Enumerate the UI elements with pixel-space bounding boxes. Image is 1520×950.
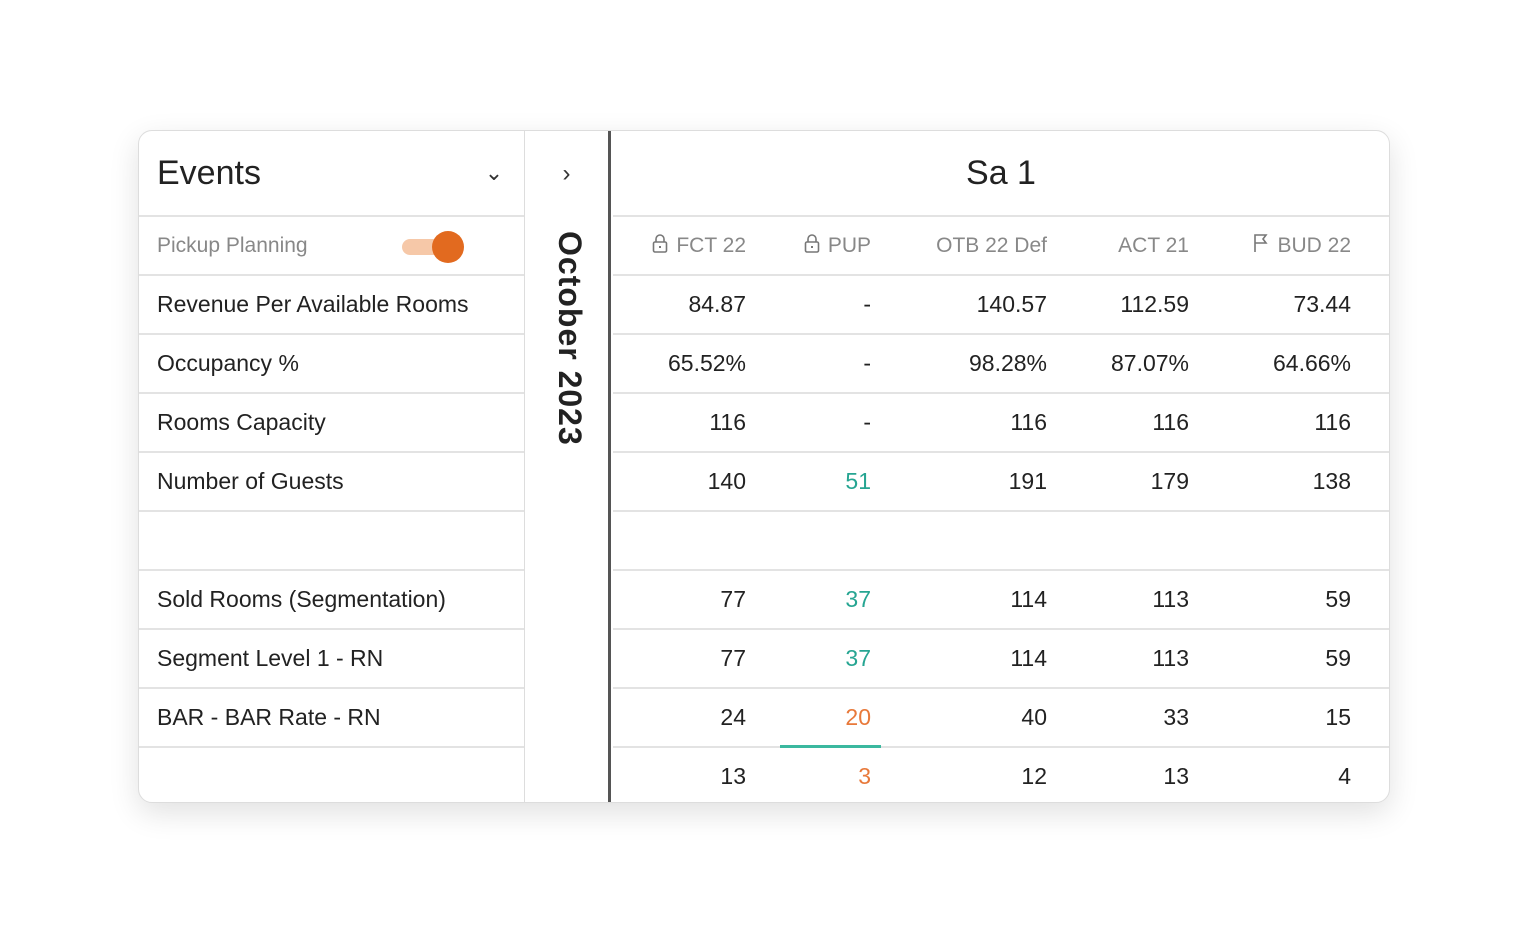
table-cell: 113	[1152, 586, 1189, 612]
table-cell: 64.66%	[1272, 350, 1351, 376]
table-cell	[761, 512, 886, 569]
flag-icon	[1253, 233, 1269, 258]
table-cell: 98.28%	[968, 350, 1047, 376]
table-cell: 191	[1008, 468, 1047, 494]
row-labels-panel: Events ⌄ Pickup Planning Revenue Per Ava…	[139, 131, 525, 802]
table-cell: 140.57	[976, 291, 1047, 317]
table-cell: 3	[761, 748, 886, 802]
column-header-label: ACT 21	[1118, 233, 1189, 257]
table-cell: 65.52%	[667, 350, 746, 376]
table-cell: 116	[1010, 409, 1047, 435]
table-cell: -	[863, 291, 871, 317]
table-cell: 138	[1312, 468, 1351, 494]
row-label: Occupancy %	[139, 335, 524, 394]
table-cell: -	[863, 350, 871, 376]
table-cell: 112.59	[1120, 291, 1189, 317]
table-cell	[613, 512, 761, 569]
events-title: Events	[157, 153, 261, 192]
column-header-label: OTB 22 Def	[936, 233, 1047, 257]
table-cell	[1062, 512, 1204, 569]
table-cell: 179	[1150, 468, 1189, 494]
table-cell: 15	[1325, 704, 1351, 730]
day-panel: Sa 1 FCT 22 PUP OTB 22 Def ACT 21 BUD 22 84.…	[613, 131, 1389, 802]
table-row: 140 51 191 179 138	[613, 453, 1389, 512]
lock-icon	[652, 233, 668, 258]
table-row: 116 - 116 116 116	[613, 394, 1389, 453]
table-cell: 13	[1163, 763, 1189, 789]
day-header: Sa 1	[613, 131, 1389, 217]
table-row: 13 3 12 13 4	[613, 748, 1389, 802]
month-column: › October 2023	[525, 131, 611, 802]
table-cell: 59	[1325, 586, 1351, 612]
table-cell: 114	[1010, 586, 1047, 612]
table-cell	[1204, 512, 1366, 569]
column-header-label: FCT 22	[676, 233, 746, 257]
table-cell: 59	[1325, 645, 1351, 671]
row-label: Number of Guests	[139, 453, 524, 512]
row-label: Revenue Per Available Rooms	[139, 276, 524, 335]
table-cell: 116	[1152, 409, 1189, 435]
table-cell: 140	[707, 468, 746, 494]
table-row: 84.87 - 140.57 112.59 73.44	[613, 276, 1389, 335]
chevron-down-icon[interactable]: ⌄	[484, 160, 504, 185]
table-cell: 33	[1163, 704, 1189, 730]
pickup-table-card: Events ⌄ Pickup Planning Revenue Per Ava…	[138, 130, 1390, 803]
table-row	[613, 512, 1389, 571]
table-row: 24 20 40 33 15	[613, 689, 1389, 748]
table-row: 65.52% - 98.28% 87.07% 64.66%	[613, 335, 1389, 394]
table-cell: 113	[1152, 645, 1189, 671]
table-cell: 87.07%	[1110, 350, 1189, 376]
column-header[interactable]: FCT 22	[613, 217, 761, 274]
table-cell: 37	[845, 645, 871, 671]
column-header[interactable]: PUP	[761, 217, 886, 274]
table-cell: 84.87	[688, 291, 746, 317]
column-header-label: BUD 22	[1277, 233, 1351, 257]
row-label	[139, 512, 524, 571]
chevron-right-icon[interactable]: ›	[562, 160, 571, 187]
table-cell: 4	[1338, 763, 1351, 789]
column-header-label: PUP	[827, 233, 871, 257]
column-header[interactable]: OTB 22 Def	[886, 217, 1062, 274]
column-headers: FCT 22 PUP OTB 22 Def ACT 21 BUD 22	[613, 217, 1389, 276]
table-cell: 73.44	[1293, 291, 1351, 317]
table-cell	[886, 512, 1062, 569]
table-cell: 13	[720, 763, 746, 789]
table-cell: 51	[845, 468, 871, 494]
table-cell: 114	[1010, 645, 1047, 671]
row-label	[139, 748, 524, 802]
column-header[interactable]: ACT 21	[1062, 217, 1204, 274]
table-cell: 20	[761, 689, 886, 748]
table-cell: 77	[720, 645, 746, 671]
table-row: 77 37 114 113 59	[613, 630, 1389, 689]
pickup-planning-label: Pickup Planning	[157, 233, 308, 257]
table-row: 77 37 114 113 59	[613, 571, 1389, 630]
table-cell: 116	[1314, 409, 1351, 435]
row-label: Sold Rooms (Segmentation)	[139, 571, 524, 630]
table-cell: -	[863, 409, 871, 435]
lock-icon	[804, 233, 820, 258]
table-cell: 12	[1021, 763, 1047, 789]
column-header[interactable]: BUD 22	[1204, 217, 1366, 274]
row-label: BAR - BAR Rate - RN	[139, 689, 524, 748]
table-cell: 24	[720, 704, 746, 730]
month-label: October 2023	[552, 231, 588, 446]
table-cell: 116	[709, 409, 746, 435]
pickup-planning-toggle[interactable]	[402, 230, 466, 263]
row-label: Rooms Capacity	[139, 394, 524, 453]
table-cell: 37	[845, 586, 871, 612]
table-cell: 77	[720, 586, 746, 612]
table-cell: 40	[1021, 704, 1047, 730]
row-label: Segment Level 1 - RN	[139, 630, 524, 689]
